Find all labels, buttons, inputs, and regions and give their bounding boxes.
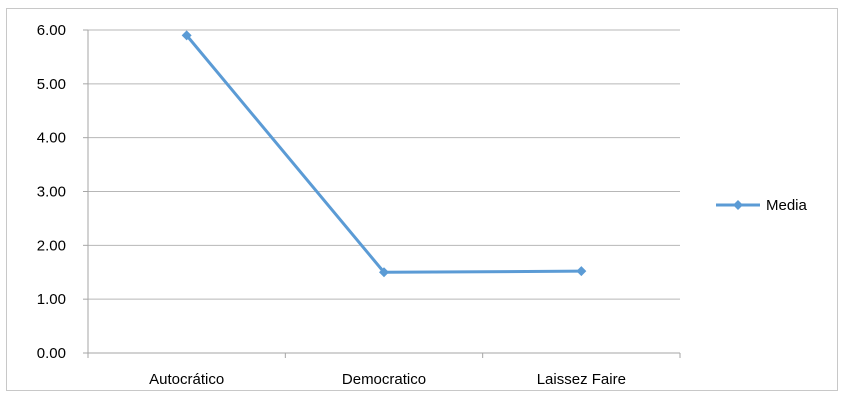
legend-label: Media [766, 197, 808, 214]
y-tick-label: 6.00 [37, 22, 66, 39]
y-axis-tick-labels: 0.00 1.00 2.00 3.00 4.00 5.00 6.00 [37, 22, 66, 362]
axes [83, 29, 681, 358]
series-layer [181, 30, 587, 278]
gridlines [88, 29, 680, 300]
x-axis-category-labels: Autocrático Democratico Laissez Faire [149, 371, 626, 388]
x-category-label: Democratico [342, 371, 426, 388]
legend[interactable]: Media [716, 197, 808, 214]
y-tick-label: 4.00 [37, 130, 66, 147]
legend-marker [733, 200, 743, 210]
data-point-marker [576, 266, 587, 277]
y-tick-label: 2.00 [37, 237, 66, 254]
data-point-marker [379, 267, 389, 278]
data-point-marker [181, 30, 192, 41]
y-tick-label: 3.00 [37, 184, 66, 201]
x-category-label: Autocrático [149, 371, 224, 388]
series-line-media [185, 34, 582, 274]
chart-frame [6, 8, 838, 391]
y-tick-label: 0.00 [37, 345, 66, 362]
y-tick-label: 1.00 [37, 291, 66, 308]
y-tick-label: 5.00 [37, 76, 66, 93]
x-category-label: Laissez Faire [537, 371, 626, 388]
